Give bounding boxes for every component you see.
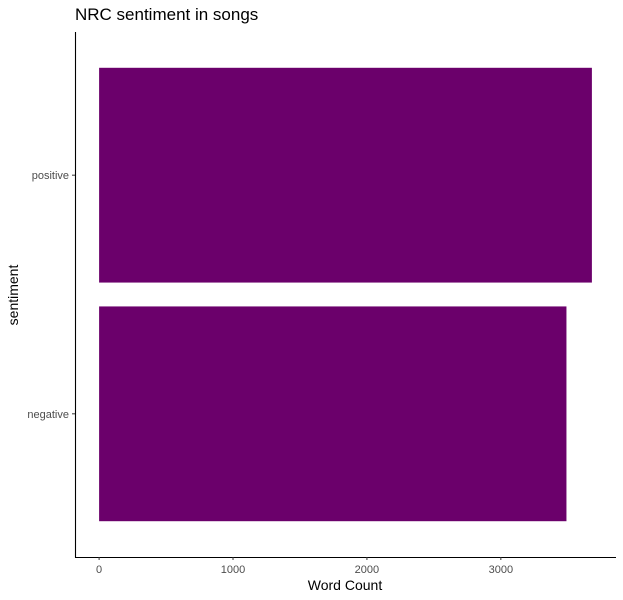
chart-title: NRC sentiment in songs	[75, 5, 258, 24]
bar-negative	[99, 306, 567, 522]
x-tick-label-2000: 2000	[355, 564, 379, 576]
bars	[99, 67, 592, 522]
y-tick-label-negative: negative	[27, 409, 69, 421]
x-axis-ticks: 0 1000 2000 3000	[96, 557, 513, 576]
x-tick-label-3000: 3000	[489, 564, 513, 576]
y-tick-label-positive: positive	[32, 170, 69, 182]
x-axis-title: Word Count	[308, 577, 383, 593]
y-axis-title: sentiment	[5, 265, 21, 326]
y-axis-ticks: negative positive	[27, 170, 75, 421]
x-tick-label-1000: 1000	[221, 564, 245, 576]
bar-positive	[99, 67, 592, 283]
x-tick-label-0: 0	[96, 564, 102, 576]
